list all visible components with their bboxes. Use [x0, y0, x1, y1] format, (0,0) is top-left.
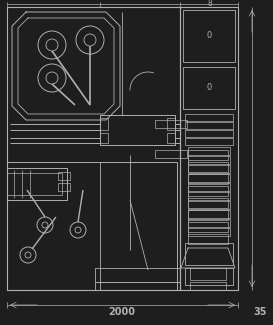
Bar [188, 165, 230, 173]
Text: 35: 35 [253, 307, 267, 317]
Bar [155, 150, 187, 158]
Bar [188, 174, 228, 184]
Bar [100, 133, 108, 143]
Bar [188, 183, 230, 191]
Bar [95, 282, 180, 290]
Bar [95, 268, 180, 282]
Bar [188, 234, 228, 244]
Bar [7, 173, 62, 195]
Bar [58, 183, 70, 191]
Bar [7, 162, 177, 290]
Bar [188, 198, 228, 208]
Bar [185, 243, 233, 265]
Bar [188, 210, 230, 218]
Bar [185, 268, 233, 285]
Bar [183, 67, 235, 109]
Bar [188, 222, 228, 232]
Bar [100, 115, 175, 145]
Bar [188, 228, 230, 236]
Bar [188, 156, 230, 164]
Bar [185, 130, 233, 137]
Text: 8: 8 [208, 0, 212, 7]
Bar [190, 268, 226, 280]
Bar [58, 172, 70, 180]
Text: 0: 0 [206, 32, 212, 41]
Bar [167, 118, 175, 130]
Text: 0: 0 [206, 84, 212, 93]
Bar [188, 186, 228, 196]
Bar [7, 168, 67, 200]
Bar [188, 201, 230, 209]
Bar [7, 7, 180, 290]
Bar [155, 120, 187, 128]
Bar [185, 114, 233, 121]
Bar [167, 133, 175, 143]
Bar [183, 10, 235, 62]
Bar [188, 147, 230, 155]
Bar [180, 7, 238, 290]
Bar [188, 174, 230, 182]
Text: 2000: 2000 [108, 307, 135, 317]
Bar [190, 282, 226, 290]
Bar [188, 162, 228, 172]
Bar [188, 219, 230, 227]
Bar [185, 122, 233, 129]
Bar [188, 210, 228, 220]
Bar [100, 118, 108, 130]
Bar [188, 192, 230, 200]
Bar [188, 150, 228, 160]
Bar [185, 138, 233, 145]
